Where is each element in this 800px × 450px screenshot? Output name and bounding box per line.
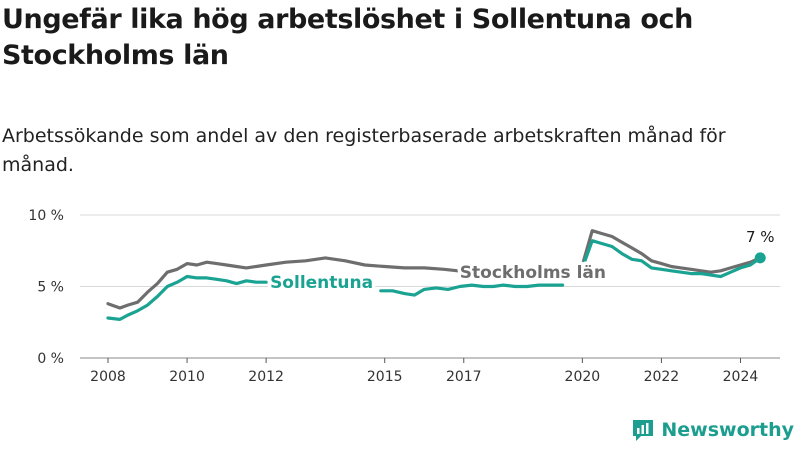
x-tick-label: 2010 <box>169 369 205 385</box>
x-tick-label: 2015 <box>367 369 403 385</box>
grid-layer <box>80 214 780 359</box>
series-label-stockholm-halo: Stockholms län <box>460 263 606 283</box>
series-label-stockholm: Stockholms län <box>460 263 606 283</box>
x-tick-label: 2017 <box>446 369 482 385</box>
y-tick-label: 0 % <box>37 351 64 367</box>
series-label-sollentuna-halo: Sollentuna <box>270 273 373 293</box>
brand-name: Newsworthy <box>661 419 794 441</box>
x-tick-label: 2022 <box>644 369 680 385</box>
y-tick-label: 10 % <box>28 208 64 224</box>
newsworthy-logo-icon <box>633 420 654 441</box>
x-tick-label: 2008 <box>90 369 126 385</box>
end-point-marker <box>754 252 766 264</box>
series-layer <box>106 229 766 321</box>
chart-title: Ungefär lika hög arbetslöshet i Sollentu… <box>2 4 693 71</box>
line-chart: 0 % 5 % 10 % 2008 2010 2012 2015 2017 2020 2022 20… <box>28 208 780 385</box>
series-line-sollentuna <box>106 239 762 321</box>
brand-logo: Newsworthy <box>631 418 794 442</box>
x-tick-label: 2024 <box>723 369 759 385</box>
y-tick-label: 5 % <box>37 280 64 296</box>
x-tick-label: 2012 <box>248 369 284 385</box>
series-label-sollentuna: Sollentuna <box>270 273 373 293</box>
x-tick-label: 2020 <box>565 369 601 385</box>
axis-layer: 0 % 5 % 10 % 2008 2010 2012 2015 2017 2020 2022 20… <box>28 208 758 385</box>
end-value-label: 7 % <box>746 228 775 246</box>
series-line-stockholms-län <box>106 229 762 310</box>
chart-subtitle: Arbetssökande som andel av den registerb… <box>2 125 726 176</box>
